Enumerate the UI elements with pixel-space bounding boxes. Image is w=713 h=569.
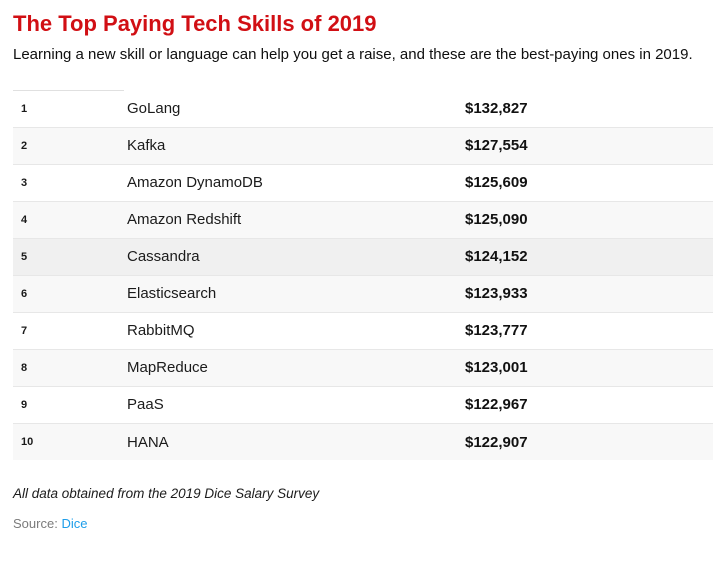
salary-cell: $132,827: [465, 100, 528, 118]
salary-cell: $123,777: [465, 322, 528, 340]
salary-cell: $122,907: [465, 433, 528, 451]
page-title: The Top Paying Tech Skills of 2019: [13, 11, 377, 36]
table-header: [13, 85, 713, 91]
table-body: 1 GoLang $132,827 2 Kafka $127,554 3 Amazon Dyn…: [13, 90, 713, 461]
source-link[interactable]: Dice: [61, 516, 88, 532]
rank-cell: 7: [21, 324, 28, 337]
table-row: 9 PaaS $122,967: [13, 386, 713, 424]
skill-cell: RabbitMQ: [127, 322, 195, 340]
skill-cell: HANA: [127, 433, 169, 451]
salary-cell: $122,967: [465, 396, 528, 414]
rank-cell: 3: [21, 176, 28, 189]
rank-cell: 10: [21, 436, 34, 449]
table-row: 7 RabbitMQ $123,777: [13, 312, 713, 350]
salary-cell: $124,152: [465, 248, 528, 266]
salary-cell: $123,001: [465, 359, 528, 377]
table-row: 5 Cassandra $124,152: [13, 238, 713, 276]
salary-cell: $125,090: [465, 211, 528, 229]
table-row: 3 Amazon DynamoDB $125,609: [13, 164, 713, 202]
skill-cell: GoLang: [127, 100, 181, 118]
skill-cell: Amazon Redshift: [127, 211, 242, 229]
table-header-row: [13, 85, 713, 91]
rank-cell: 8: [21, 361, 28, 374]
rank-column-header: [13, 85, 124, 91]
data-note: All data obtained from the 2019 Dice Sal…: [13, 486, 320, 502]
salary-cell: $123,933: [465, 285, 528, 303]
table-row: 6 Elasticsearch $123,933: [13, 275, 713, 313]
rank-cell: 9: [21, 398, 28, 411]
rank-cell: 4: [21, 213, 28, 226]
table-graphic: The Top Paying Tech Skills of 2019 Learn…: [0, 11, 713, 569]
skill-cell: Elasticsearch: [127, 285, 217, 303]
rank-cell: 6: [21, 287, 28, 300]
page-subtitle: Learning a new skill or language can hel…: [13, 46, 693, 64]
table-row: 2 Kafka $127,554: [13, 127, 713, 165]
salary-cell: $127,554: [465, 137, 528, 155]
skill-cell: Kafka: [127, 137, 166, 155]
skill-cell: MapReduce: [127, 359, 208, 377]
skill-cell: PaaS: [127, 396, 164, 414]
table-row: 4 Amazon Redshift $125,090: [13, 201, 713, 239]
rank-cell: 2: [21, 139, 28, 152]
source-line: Source: Dice: [13, 516, 713, 531]
skill-cell: Amazon DynamoDB: [127, 174, 263, 192]
rank-cell: 5: [21, 250, 28, 263]
source-label: Source:: [13, 516, 58, 532]
skill-cell: Cassandra: [127, 248, 200, 266]
table-row: 1 GoLang $132,827: [13, 90, 713, 128]
table-row: 8 MapReduce $123,001: [13, 349, 713, 387]
skills-table: 1 GoLang $132,827 2 Kafka $127,554 3 Amazon Dyn…: [13, 85, 713, 461]
salary-cell: $125,609: [465, 174, 528, 192]
table-row: 10 HANA $122,907: [13, 423, 713, 461]
rank-cell: 1: [21, 102, 28, 115]
